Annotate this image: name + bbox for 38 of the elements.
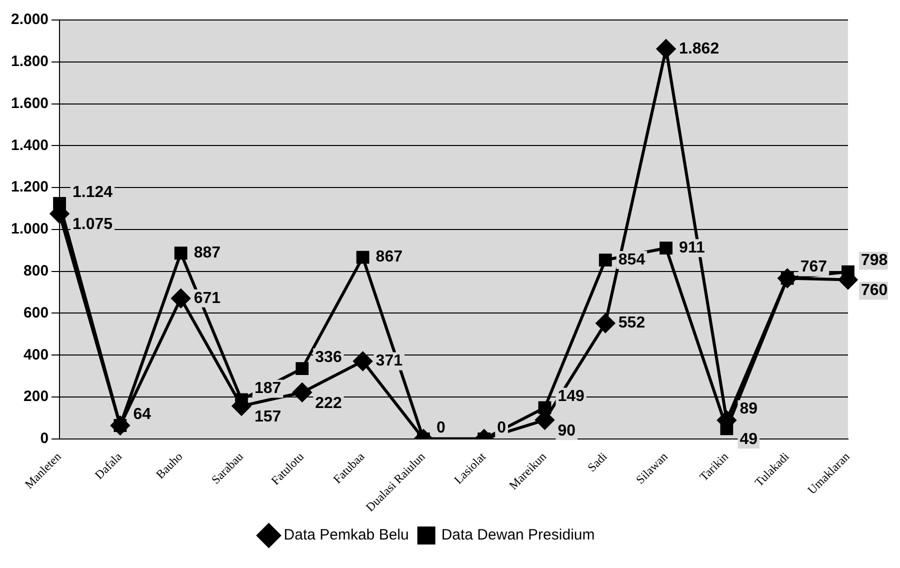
y-tick-label: 200 [24,388,49,406]
y-tick-label: 0 [40,430,49,448]
y-tick-label: 800 [24,262,49,280]
data-label: 49 [740,431,758,448]
legend-label: Data Pemkab Belu [284,526,409,544]
data-label: 0 [436,419,446,436]
data-label: 149 [558,388,585,406]
data-label: 867 [376,248,403,266]
y-tick-label: 2.000 [10,11,49,28]
y-tick-label: 1.800 [10,53,49,70]
y-tick-label: 1.000 [10,220,49,238]
legend-label: Data Dewan Presidium [441,526,595,544]
data-label: 1.075 [72,216,113,234]
data-label: 0 [497,419,506,436]
y-tick-label: 600 [24,304,49,322]
data-label: 187 [254,380,282,398]
y-tick-label: 400 [24,346,49,364]
y-tick-label: 1.600 [10,94,49,112]
data-label: 336 [315,348,342,366]
data-label: 760 [861,282,888,300]
data-label: 64 [133,406,152,423]
x-tick-label: Sadi [584,448,610,474]
data-label: 222 [315,394,342,412]
data-label: 798 [861,252,888,270]
data-label: 90 [558,422,576,440]
y-tick-label: 1.400 [10,136,49,154]
data-label: 1.124 [72,184,113,201]
data-label: 371 [376,352,403,370]
data-label: 887 [194,244,221,262]
data-label: 157 [254,408,282,426]
data-label: 89 [740,400,758,418]
data-label: 911 [679,240,705,256]
data-label: 671 [194,290,221,307]
data-label: 767 [800,258,828,276]
y-tick-label: 1.200 [10,178,49,196]
data-label: 854 [618,251,646,268]
data-label: 552 [618,314,646,332]
data-label: 1.862 [679,40,720,58]
